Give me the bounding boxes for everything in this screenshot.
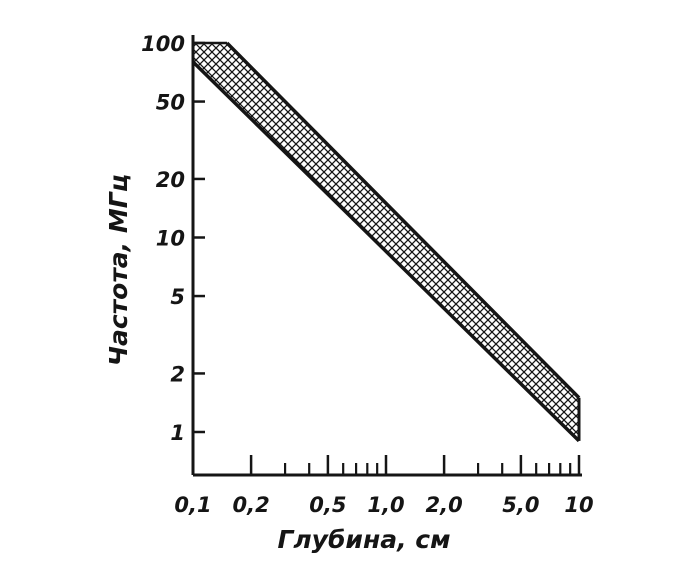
x-tick-label: 0,5 [309, 493, 346, 517]
x-tick-label: 0,2 [232, 493, 269, 517]
x-tick-label: 1,0 [367, 493, 404, 517]
y-axis-label: Частота, МГц [104, 174, 133, 366]
x-tick-label: 2,0 [425, 493, 462, 517]
y-tick-label: 2 [170, 362, 185, 386]
band-upper-line [225, 41, 581, 399]
band-fill [193, 43, 579, 441]
x-tick-label: 10 [564, 493, 593, 517]
x-tick-label: 0,1 [174, 493, 211, 517]
y-tick-label: 5 [170, 285, 185, 309]
y-tick-label: 20 [156, 168, 185, 192]
band-lower-line [191, 60, 581, 443]
x-tick-label: 5,0 [502, 493, 539, 517]
x-axis-label: Глубина, см [277, 525, 450, 554]
y-tick-label: 10 [156, 227, 185, 251]
y-tick-label: 1 [170, 421, 185, 445]
y-tick-label: 100 [141, 32, 185, 56]
plot-area: 1 2 5 10 20 50 100 0,1 0,2 0,5 1,0 2,0 5,0 10 [141, 32, 593, 517]
y-tick-label: 50 [156, 91, 185, 115]
